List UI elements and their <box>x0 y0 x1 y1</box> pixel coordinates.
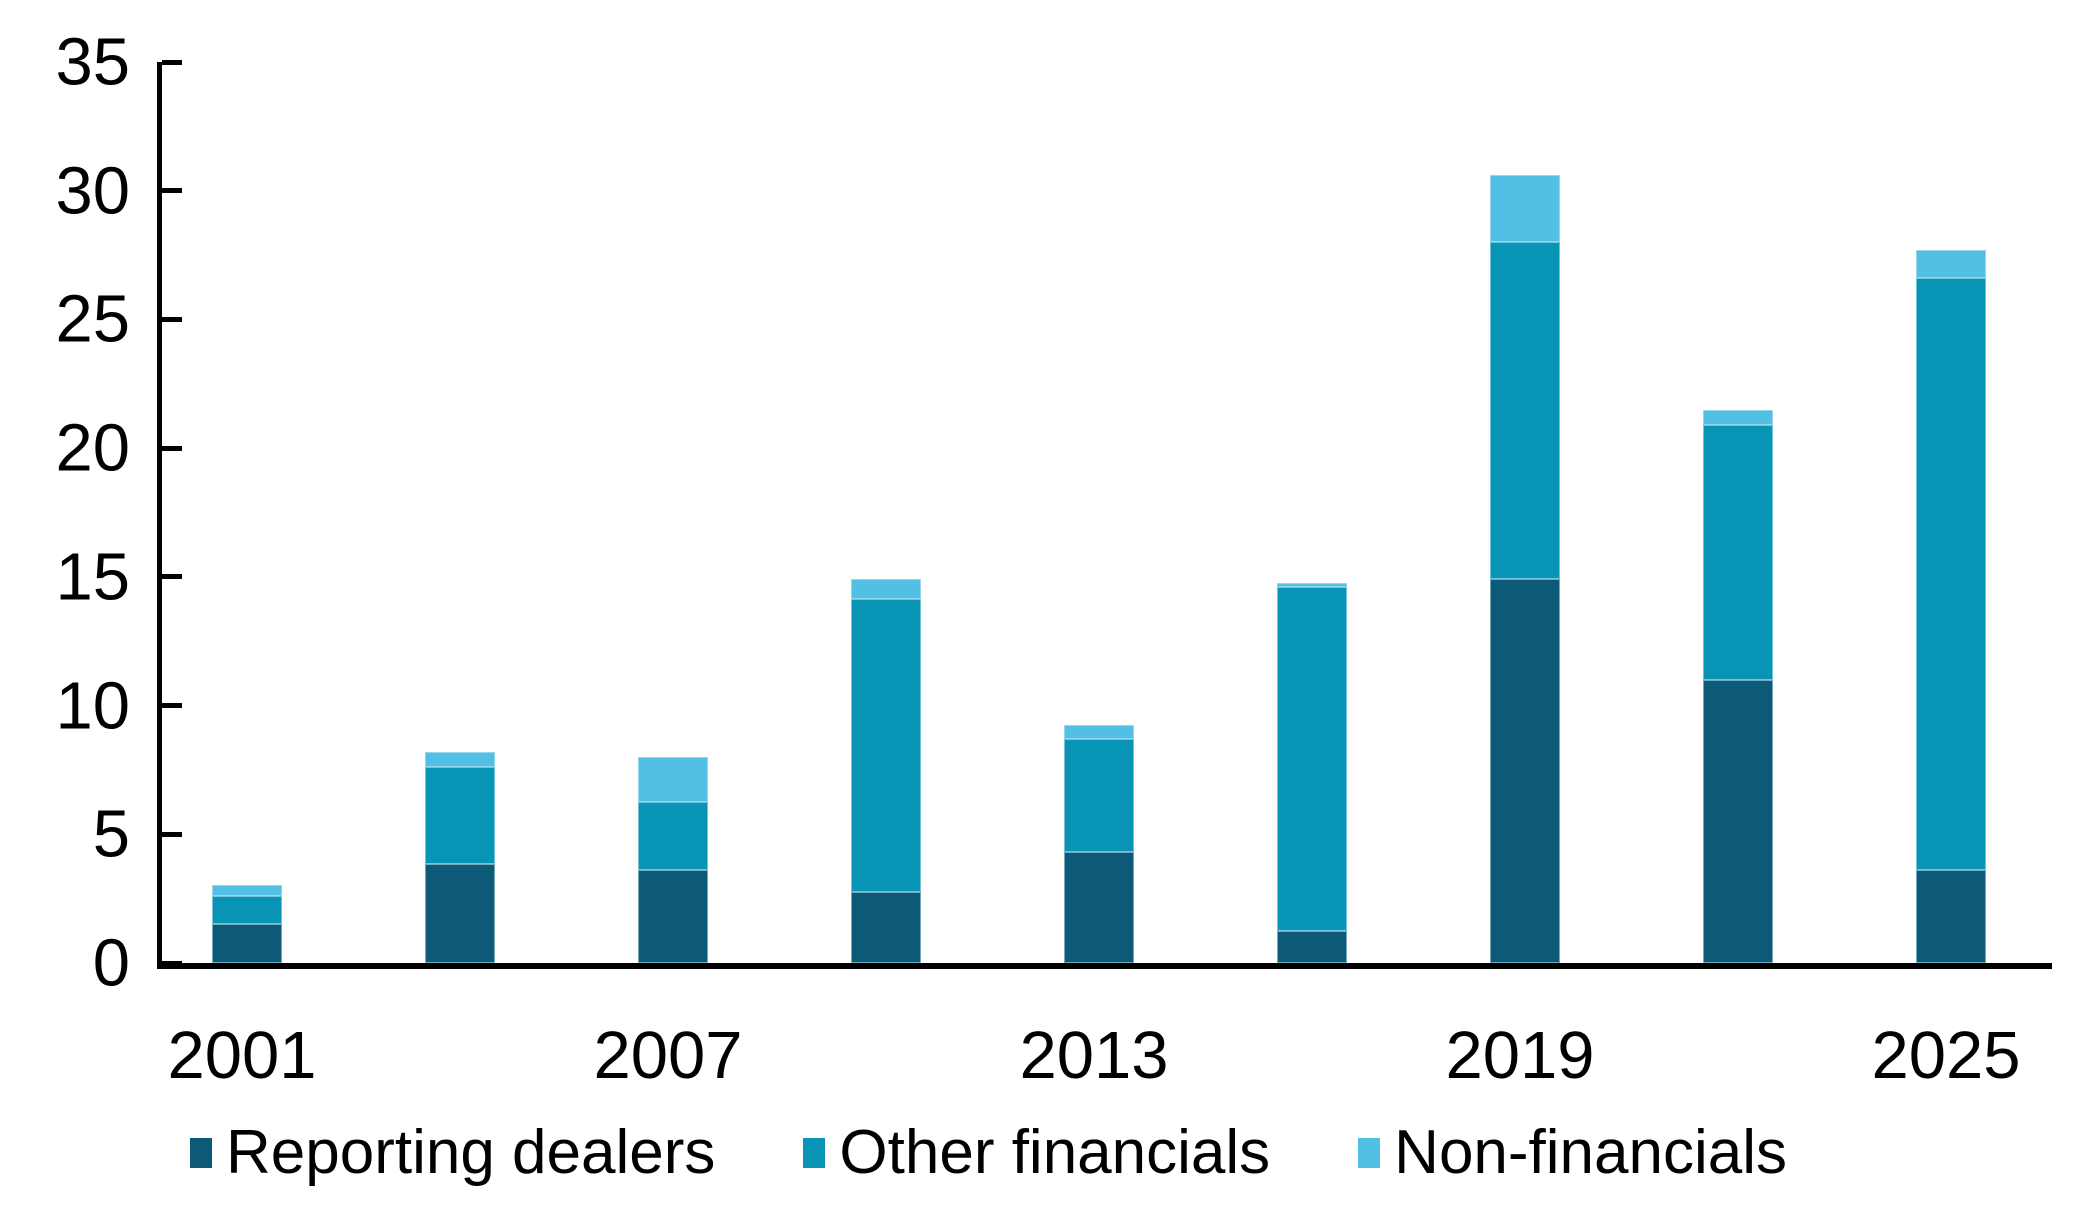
bar-2010 <box>851 579 921 963</box>
y-axis-label-0: 0 <box>92 925 130 1001</box>
bar-2025-segment-non-financials <box>1916 249 1986 279</box>
legend-item-reporting-dealers: Reporting dealers <box>190 1122 715 1184</box>
y-axis-label-25: 25 <box>55 281 130 357</box>
bar-2001 <box>212 884 282 963</box>
y-tick-15 <box>162 574 182 580</box>
x-axis-label-2025: 2025 <box>1871 1018 2021 1093</box>
y-axis-label-20: 20 <box>55 410 130 486</box>
bar-2001-segment-other-financials <box>212 896 282 925</box>
legend-item-non-financials: Non-financials <box>1358 1122 1787 1184</box>
y-tick-35 <box>162 59 182 65</box>
bar-2022 <box>1703 409 1773 963</box>
bar-2019-segment-reporting-dealers <box>1490 579 1560 963</box>
legend-label-non-financials: Non-financials <box>1394 1118 1788 1187</box>
y-axis-label-5: 5 <box>92 796 130 872</box>
bar-2010-segment-non-financials <box>851 579 921 599</box>
bar-2001-segment-non-financials <box>212 884 282 897</box>
bar-2022-segment-other-financials <box>1703 425 1773 680</box>
bar-2001-segment-reporting-dealers <box>212 924 282 963</box>
bar-2010-segment-reporting-dealers <box>851 892 921 963</box>
y-tick-25 <box>162 316 182 322</box>
y-tick-30 <box>162 188 182 194</box>
bar-2004-segment-non-financials <box>425 751 495 768</box>
y-axis-label-30: 30 <box>55 153 130 229</box>
y-tick-0 <box>162 960 182 966</box>
legend-label-other-financials: Other financials <box>839 1118 1271 1187</box>
bar-2013-segment-other-financials <box>1064 739 1134 853</box>
bar-2007 <box>638 757 708 963</box>
x-axis-label-2019: 2019 <box>1445 1018 1595 1093</box>
x-axis-label-2007: 2007 <box>593 1018 743 1093</box>
y-axis-label-10: 10 <box>55 668 130 744</box>
bar-2004-segment-reporting-dealers <box>425 863 495 963</box>
legend-label-reporting-dealers: Reporting dealers <box>226 1118 716 1187</box>
plot-area <box>157 59 2052 969</box>
bar-2004-segment-other-financials <box>425 767 495 864</box>
bar-2007-segment-other-financials <box>638 802 708 871</box>
bar-2019 <box>1490 175 1560 963</box>
y-tick-20 <box>162 445 182 451</box>
legend-swatch-icon-non-financials <box>1358 1138 1381 1168</box>
x-axis-label-2013: 2013 <box>1019 1018 1169 1093</box>
bar-2007-segment-non-financials <box>638 757 708 803</box>
bar-2007-segment-reporting-dealers <box>638 870 708 963</box>
legend-swatch-icon-reporting-dealers <box>190 1138 212 1168</box>
bar-2016-segment-other-financials <box>1277 587 1347 931</box>
bar-2022-segment-reporting-dealers <box>1703 679 1773 963</box>
bar-2022-segment-non-financials <box>1703 409 1773 425</box>
bar-2019-segment-non-financials <box>1490 175 1560 243</box>
bar-2019-segment-other-financials <box>1490 242 1560 580</box>
legend-swatch-icon-other-financials <box>803 1138 826 1168</box>
x-axis-label-2001: 2001 <box>167 1018 317 1093</box>
bar-2013-segment-non-financials <box>1064 724 1134 740</box>
bar-2016-segment-reporting-dealers <box>1277 930 1347 963</box>
bar-2004 <box>425 751 495 963</box>
y-axis-label-35: 35 <box>55 24 130 100</box>
y-axis-label-15: 15 <box>55 539 130 615</box>
y-tick-5 <box>162 831 182 837</box>
legend: Reporting dealers Other financials Non-fin… <box>190 1122 1787 1184</box>
y-tick-10 <box>162 703 182 709</box>
bar-2025 <box>1916 249 1986 963</box>
bar-2016 <box>1277 583 1347 963</box>
legend-item-other-financials: Other financials <box>803 1122 1270 1184</box>
bar-2025-segment-other-financials <box>1916 278 1986 871</box>
bar-2013-segment-reporting-dealers <box>1064 852 1134 963</box>
bar-2025-segment-reporting-dealers <box>1916 870 1986 963</box>
bar-2010-segment-other-financials <box>851 598 921 893</box>
bar-2013 <box>1064 724 1134 963</box>
bar-2016-segment-non-financials <box>1277 583 1347 588</box>
